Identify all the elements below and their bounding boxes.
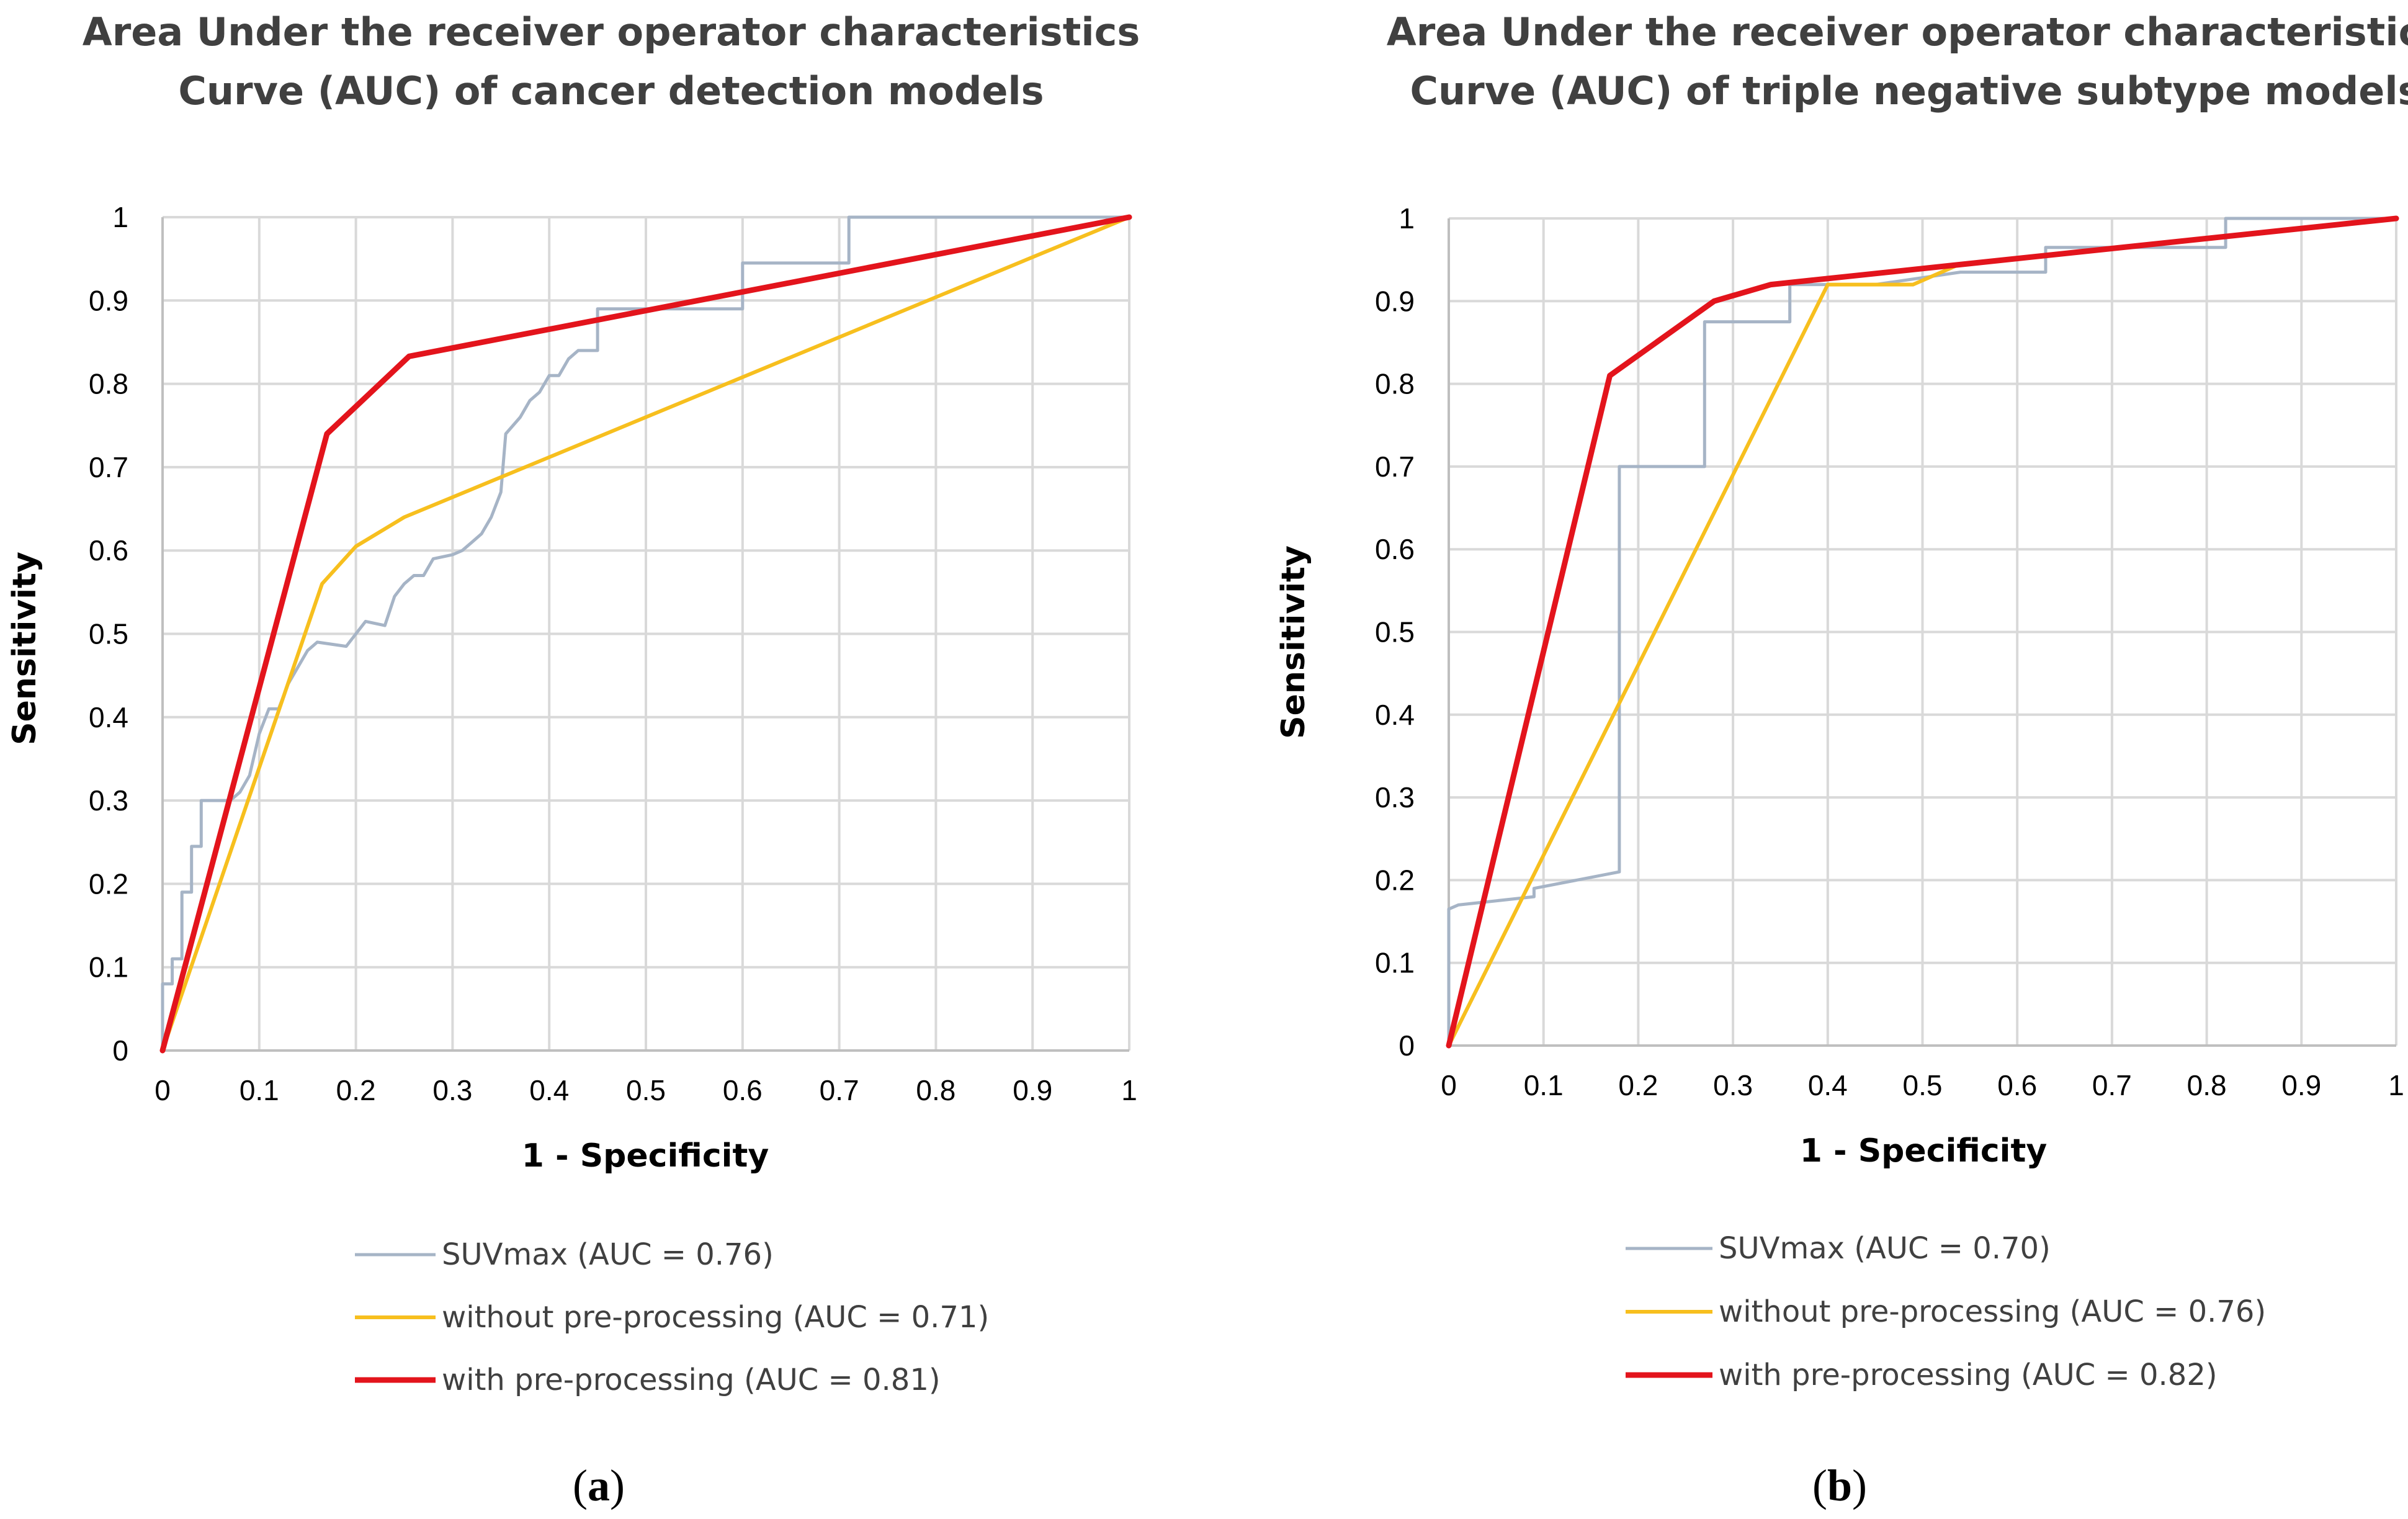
series-line-2: [1446, 215, 2399, 1049]
y-tick-label: 1: [112, 201, 128, 233]
legend: SUVmax (AUC = 0.76) without pre-processin…: [355, 1237, 989, 1397]
x-tick-label: 0.5: [626, 1074, 666, 1106]
chart-panel-a: Area Under the receiver operator charact…: [6, 9, 1140, 1510]
x-tick-label: 0: [154, 1074, 171, 1106]
y-tick-label: 0.4: [89, 701, 128, 733]
y-tick-label: 0.1: [1375, 947, 1415, 979]
x-tick-label: 0.2: [1618, 1069, 1658, 1101]
x-tick-label: 0: [1441, 1069, 1457, 1101]
plot-area: 00 0.1 0.1 0.2 0.2 0.3 0.3 0.4 0.4 0.5 0.5 0.6 0.6 0.…: [89, 201, 1137, 1106]
y-tick-label: 0: [1399, 1029, 1415, 1062]
chart-title-line-2: Curve (AUC) of triple negative subtype m…: [1410, 68, 2408, 114]
y-tick-label: 0.7: [89, 451, 128, 483]
x-tick-label: 0.4: [1808, 1069, 1848, 1101]
chart-title-line-1: Area Under the receiver operator charact…: [1387, 9, 2408, 55]
legend: SUVmax (AUC = 0.70) without pre-processin…: [1626, 1231, 2266, 1392]
x-tick-label: 0.7: [820, 1074, 859, 1106]
panel-label-letter: a: [588, 1461, 610, 1510]
legend-label: with pre-processing (AUC = 0.82): [1719, 1358, 2218, 1392]
x-tick-label: 0.7: [2092, 1069, 2132, 1101]
legend-label: SUVmax (AUC = 0.76): [442, 1237, 774, 1272]
y-tick-label: 0.3: [1375, 781, 1415, 813]
x-tick-label: 0.6: [1997, 1069, 2037, 1101]
y-tick-label: 0.1: [89, 951, 128, 984]
x-tick-label: 0.9: [2281, 1069, 2321, 1101]
y-axis-label: Sensitivity: [1275, 545, 1312, 739]
panel-label: (b): [1812, 1461, 1867, 1510]
y-tick-label: 0.8: [89, 368, 128, 400]
x-tick-label: 1: [1121, 1074, 1137, 1106]
series-line-1: [161, 215, 1131, 1052]
y-tick-label: 0.7: [1375, 450, 1415, 483]
y-tick-label: 0.5: [89, 618, 128, 650]
chart-panel-b: Area Under the receiver operator charact…: [1275, 9, 2408, 1510]
x-tick-label: 0.9: [1013, 1074, 1052, 1106]
x-tick-label: 0.3: [1713, 1069, 1753, 1101]
y-tick-label: 0.9: [89, 284, 128, 316]
y-tick-label: 0: [112, 1034, 128, 1067]
x-tick-label: 1: [2388, 1069, 2404, 1101]
x-axis-label: 1 - Specificity: [1800, 1132, 2048, 1170]
x-tick-label: 0.8: [916, 1074, 956, 1106]
x-tick-label: 0.3: [432, 1074, 472, 1106]
y-tick-label: 0.8: [1375, 368, 1415, 400]
panel-label-letter: b: [1827, 1461, 1852, 1510]
y-tick-label: 0.2: [1375, 864, 1415, 896]
y-axis-label: Sensitivity: [6, 552, 43, 745]
y-tick-label: 0.3: [89, 784, 128, 817]
x-tick-label: 0.4: [529, 1074, 569, 1106]
chart-title-line-1: Area Under the receiver operator charact…: [83, 9, 1140, 55]
legend-label: with pre-processing (AUC = 0.81): [442, 1363, 941, 1397]
panel-label: (a): [573, 1461, 625, 1510]
series-line-0: [161, 215, 1131, 1052]
y-tick-label: 1: [1399, 202, 1415, 235]
x-axis-label: 1 - Specificity: [522, 1137, 769, 1175]
x-tick-label: 0.1: [1524, 1069, 1564, 1101]
x-tick-label: 0.6: [723, 1074, 763, 1106]
y-tick-label: 0.6: [89, 534, 128, 567]
legend-label: without pre-processing (AUC = 0.76): [1719, 1294, 2266, 1329]
legend-label: SUVmax (AUC = 0.70): [1719, 1231, 2051, 1266]
legend-label: without pre-processing (AUC = 0.71): [442, 1300, 989, 1335]
x-tick-label: 0.2: [336, 1074, 376, 1106]
x-tick-label: 0.5: [1903, 1069, 1943, 1101]
x-tick-label: 0.1: [239, 1074, 279, 1106]
series-line-2: [159, 214, 1132, 1054]
chart-title-line-2: Curve (AUC) of cancer detection models: [178, 68, 1044, 114]
y-tick-label: 0.2: [89, 867, 128, 900]
y-tick-label: 0.9: [1375, 285, 1415, 317]
plot-area: 00 0.1 0.1 0.2 0.2 0.3 0.3 0.4 0.4 0.5 0.5 0.6 0.6 0.…: [1375, 202, 2404, 1101]
y-tick-label: 0.4: [1375, 699, 1415, 731]
y-tick-label: 0.6: [1375, 533, 1415, 565]
y-tick-label: 0.5: [1375, 616, 1415, 648]
x-tick-label: 0.8: [2187, 1069, 2227, 1101]
